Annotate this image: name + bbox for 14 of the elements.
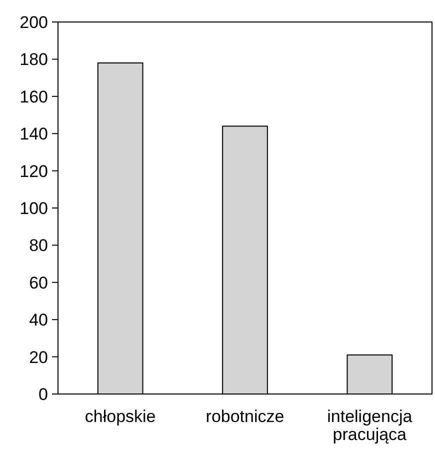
y-tick-label: 140 (20, 124, 48, 144)
y-tick-label: 180 (20, 50, 48, 70)
x-tick-label: chłopskie (84, 407, 156, 426)
y-tick-label: 200 (20, 12, 48, 32)
y-tick-label: 0 (38, 384, 48, 404)
y-tick-label: 100 (20, 198, 48, 218)
y-tick-label: 80 (29, 236, 48, 256)
x-tick-label: robotnicze (206, 407, 284, 426)
y-tick-label: 40 (29, 310, 48, 330)
y-tick-label: 120 (20, 162, 48, 181)
y-tick-label: 20 (29, 348, 48, 367)
x-tick-label: inteligencja pracująca (327, 407, 413, 444)
y-tick-label: 160 (20, 87, 48, 106)
y-tick-label: 60 (29, 273, 48, 292)
